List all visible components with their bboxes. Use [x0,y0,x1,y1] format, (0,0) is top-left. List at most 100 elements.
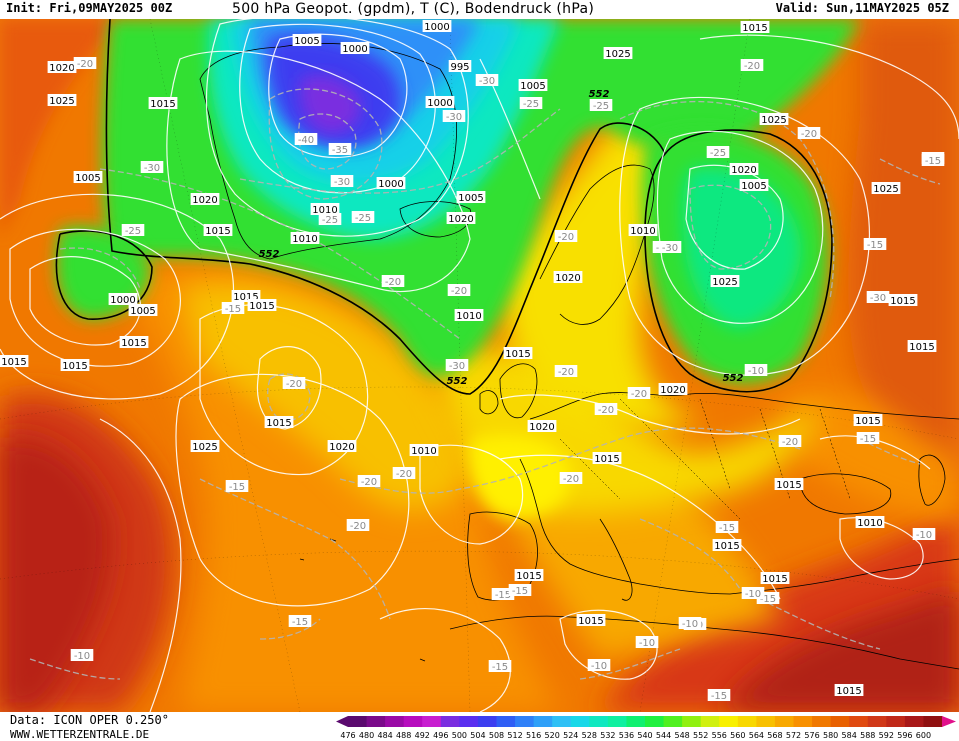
legend-swatch [867,716,887,727]
legend-tick-label: 484 [377,731,392,740]
svg-text:-10: -10 [639,638,655,649]
svg-text:-10: -10 [748,366,764,377]
temperature-label: -10 [70,649,94,662]
pressure-label: 1015 [60,359,90,372]
svg-text:-20: -20 [631,389,647,400]
svg-text:-10: -10 [74,651,90,662]
pressure-labels: 1000 1005 1000 995 1000 1005 1020 1025 1015 1025 1… [0,20,937,697]
temperature-label: -20 [282,377,306,390]
svg-text:-20: -20 [782,437,798,448]
temperature-label: -15 [488,660,512,673]
legend-tick-label: 532 [600,731,615,740]
svg-text:1010: 1010 [857,518,882,529]
temperature-label: -20 [73,57,97,70]
legend-swatch [663,716,683,727]
svg-text:1015: 1015 [505,349,530,360]
pressure-label: 1010 [628,224,658,237]
legend-tick-label: 576 [804,731,819,740]
legend-swatch [589,716,609,727]
svg-text:-15: -15 [867,240,883,251]
lat-lon-grid [0,19,959,712]
svg-text:-15: -15 [495,590,511,601]
svg-text:-30: -30 [334,177,350,188]
svg-text:-20: -20 [361,477,377,488]
svg-text:1015: 1015 [150,99,175,110]
svg-text:1005: 1005 [741,181,766,192]
temperature-label: -15 [221,302,245,315]
legend-tick-label: 480 [359,731,374,740]
svg-text:-20: -20 [801,129,817,140]
geopotential-label: 552 [589,89,610,100]
svg-text:-20: -20 [558,367,574,378]
legend-swatch [645,716,665,727]
temperature-label: -20 [357,475,381,488]
svg-text:1025: 1025 [192,442,217,453]
pressure-label: 1000 [425,96,455,109]
svg-text:1020: 1020 [731,165,756,176]
temperature-label: -15 [921,154,945,167]
temperature-label: -20 [778,435,802,448]
svg-text:1015: 1015 [714,541,739,552]
svg-text:1020: 1020 [49,63,74,74]
svg-text:-15: -15 [860,434,876,445]
temperature-label: -30 [658,241,682,254]
pressure-label: 1015 [576,614,606,627]
valid-time-label: Valid: Sun,11MAY2025 05Z [775,1,949,15]
svg-text:1025: 1025 [605,49,630,60]
legend-swatch [477,716,497,727]
legend-swatch [737,716,757,727]
svg-text:1015: 1015 [121,338,146,349]
legend-tick-label: 476 [340,731,355,740]
temperature-label: -25 [318,213,342,226]
svg-text:1015: 1015 [909,342,934,353]
svg-text:-20: -20 [451,286,467,297]
legend-swatch [830,716,850,727]
temperature-label: -25 [519,97,543,110]
legend-swatch [440,716,460,727]
temperature-label: -25 [351,211,375,224]
pressure-label: 1015 [264,416,294,429]
legend-tick-label: 588 [860,731,875,740]
svg-text:995: 995 [450,62,469,73]
temperature-label: -15 [288,615,312,628]
legend-swatch [904,716,924,727]
legend-swatch [812,716,832,727]
svg-text:-20: -20 [286,379,302,390]
temperature-label: -15 [491,588,515,601]
svg-text:-20: -20 [385,277,401,288]
svg-text:1025: 1025 [49,96,74,107]
temperature-label: -25 [589,99,613,112]
svg-text:1010: 1010 [312,205,337,216]
temperature-label: -30 [330,175,354,188]
pressure-label: 1020 [190,193,220,206]
svg-text:-35: -35 [332,145,348,156]
pressure-label: 1015 [712,539,742,552]
pressure-label: 1005 [739,179,769,192]
temperature-labels: -20 -20 -30 -40 -35 -30 -30 -25 -25 -30 -25 -25 -20 -… [70,57,945,702]
temperature-label: -20 [381,275,405,288]
svg-text:1010: 1010 [630,226,655,237]
temperature-label: -20 [627,387,651,400]
init-time-label: Init: Fri,09MAY2025 00Z [6,1,173,15]
svg-text:1005: 1005 [294,36,319,47]
svg-text:-15: -15 [292,617,308,628]
temperature-label: -15 [508,584,532,597]
legend-tick-label: 520 [545,731,560,740]
pressure-label: 1015 [203,224,233,237]
svg-text:-20: -20 [350,521,366,532]
legend-swatch [774,716,794,727]
pressure-label: 1015 [503,347,533,360]
legend-swatch [923,716,943,727]
pressure-label: 1020 [47,61,77,74]
temperature-label: -10 [744,364,768,377]
geopotential-label: 552 [447,376,468,387]
pressure-label: 1000 [340,42,370,55]
svg-text:1020: 1020 [555,273,580,284]
legend-swatch [348,716,368,727]
svg-text:1015: 1015 [62,361,87,372]
legend-tick-label: 556 [712,731,727,740]
pressure-label: 1015 [888,294,918,307]
temperature-label: -30 [442,110,466,123]
pressure-label: 995 [448,60,472,73]
pressure-label: 1000 [108,293,138,306]
